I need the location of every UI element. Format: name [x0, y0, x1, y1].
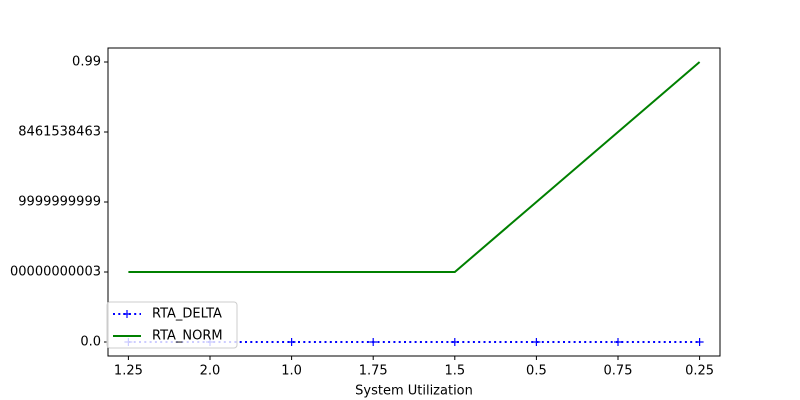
marker	[695, 338, 704, 346]
y-tick-label: 9999999999	[18, 195, 101, 210]
x-tick-label: 1.0	[281, 364, 302, 379]
y-tick-label: 0.0	[80, 335, 101, 350]
marker	[614, 338, 622, 346]
y-tick-label: 00000000003	[10, 265, 101, 280]
legend-label: RTA_NORM	[152, 329, 223, 344]
series-line	[128, 61, 701, 273]
x-axis-label: System Utilization	[355, 384, 473, 399]
x-tick-label: 0.25	[685, 364, 714, 379]
legend-label: RTA_DELTA	[152, 307, 222, 322]
legend: RTA_DELTA RTA_NORM	[106, 301, 238, 349]
marker	[532, 338, 541, 346]
x-tick-label: 1.75	[359, 364, 388, 379]
legend-marker	[123, 310, 131, 318]
marker	[450, 338, 459, 346]
x-tick-label: 1.5	[444, 364, 465, 379]
x-tick-label: 1.25	[114, 364, 143, 379]
y-tick-label: 8461538463	[18, 125, 101, 140]
marker	[287, 338, 296, 346]
x-tick-label: 2.0	[200, 364, 221, 379]
x-tick-label: 0.75	[604, 364, 633, 379]
marker	[369, 338, 378, 346]
y-tick-label: 0.99	[72, 55, 101, 70]
x-tick-label: 0.5	[526, 364, 547, 379]
